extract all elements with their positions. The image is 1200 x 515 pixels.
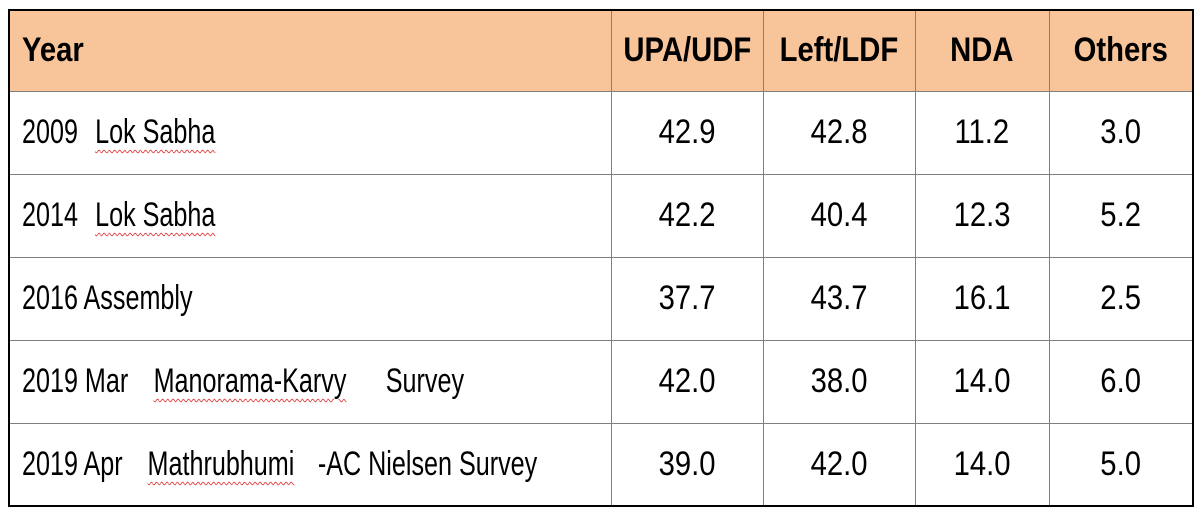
header-year: Year [8, 9, 612, 92]
left-ldf-cell: 42.0 [762, 422, 916, 507]
year-cell: 2019 Apr Mathrubhumi -AC Nielsen Survey [8, 422, 612, 507]
year-cell: 2019 Mar Manorama-Karvy Survey [8, 339, 612, 424]
year-cell: 2009 Lok Sabha [8, 90, 612, 175]
upa-udf-cell: 42.0 [610, 339, 764, 424]
nda-cell: 16.1 [914, 256, 1050, 341]
table-row: 2016 Assembly 37.7 43.7 16.1 2.5 [8, 256, 1194, 341]
header-row: Year UPA/UDF Left/LDF NDA Others [8, 9, 1194, 92]
header-nda: NDA [914, 9, 1050, 92]
others-cell: 6.0 [1048, 339, 1194, 424]
nda-cell: 11.2 [914, 90, 1050, 175]
header-left-ldf: Left/LDF [762, 9, 916, 92]
header-others: Others [1048, 9, 1194, 92]
nda-cell: 14.0 [914, 339, 1050, 424]
year-cell: 2014 Lok Sabha [8, 173, 612, 258]
nda-cell: 14.0 [914, 422, 1050, 507]
left-ldf-cell: 40.4 [762, 173, 916, 258]
table-row: 2019 Mar Manorama-Karvy Survey 42.0 38.0… [8, 339, 1194, 424]
others-cell: 2.5 [1048, 256, 1194, 341]
table-body: 2009 Lok Sabha 42.9 42.8 11.2 3.0 2014 L… [8, 90, 1194, 507]
vote-share-table-container: Year UPA/UDF Left/LDF NDA Others 2009 Lo… [8, 9, 1194, 507]
upa-udf-cell: 42.9 [610, 90, 764, 175]
table-row: 2019 Apr Mathrubhumi -AC Nielsen Survey 3… [8, 422, 1194, 507]
year-cell: 2016 Assembly [8, 256, 612, 341]
header-upa-udf: UPA/UDF [610, 9, 764, 92]
left-ldf-cell: 42.8 [762, 90, 916, 175]
vote-share-table: Year UPA/UDF Left/LDF NDA Others 2009 Lo… [8, 9, 1194, 507]
others-cell: 5.0 [1048, 422, 1194, 507]
upa-udf-cell: 37.7 [610, 256, 764, 341]
table-row: 2014 Lok Sabha 42.2 40.4 12.3 5.2 [8, 173, 1194, 258]
table-row: 2009 Lok Sabha 42.9 42.8 11.2 3.0 [8, 90, 1194, 175]
upa-udf-cell: 39.0 [610, 422, 764, 507]
nda-cell: 12.3 [914, 173, 1050, 258]
upa-udf-cell: 42.2 [610, 173, 764, 258]
others-cell: 3.0 [1048, 90, 1194, 175]
left-ldf-cell: 43.7 [762, 256, 916, 341]
table-header: Year UPA/UDF Left/LDF NDA Others [8, 9, 1194, 92]
left-ldf-cell: 38.0 [762, 339, 916, 424]
others-cell: 5.2 [1048, 173, 1194, 258]
